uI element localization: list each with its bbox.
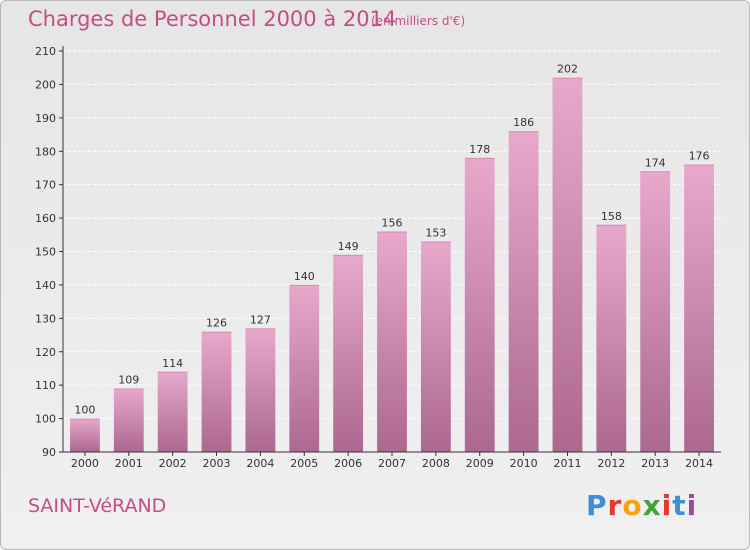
x-tick-label: 2002 xyxy=(159,457,187,470)
x-tick-label: 2006 xyxy=(334,457,362,470)
y-tick-label: 180 xyxy=(35,145,56,158)
x-tick-label: 2008 xyxy=(422,457,450,470)
bar xyxy=(289,284,320,452)
y-tick-label: 190 xyxy=(35,112,56,125)
bar xyxy=(333,254,364,452)
bar-value-label: 127 xyxy=(250,313,271,326)
x-tick-label: 2007 xyxy=(378,457,406,470)
bar xyxy=(377,231,407,452)
brand-letter: i xyxy=(686,489,698,522)
bar-value-label: 176 xyxy=(689,150,710,163)
bar-value-label: 174 xyxy=(645,156,666,169)
brand-letter: t xyxy=(672,489,687,522)
y-tick-label: 150 xyxy=(35,246,56,259)
bar-value-label: 149 xyxy=(338,240,359,253)
x-tick-label: 2012 xyxy=(597,457,625,470)
x-tick-label: 2014 xyxy=(685,457,713,470)
bar-value-label: 126 xyxy=(206,317,227,330)
brand-letter: i xyxy=(661,489,673,522)
bar-value-label: 156 xyxy=(382,216,403,229)
bar xyxy=(596,224,627,452)
bar-value-label: 109 xyxy=(118,374,139,387)
x-tick-label: 2010 xyxy=(510,457,538,470)
bar-value-label: 202 xyxy=(557,63,578,76)
y-tick-label: 200 xyxy=(35,78,56,91)
y-tick-label: 210 xyxy=(35,45,56,58)
bar xyxy=(464,157,495,452)
commune-name: SAINT-VéRAND xyxy=(28,495,167,517)
brand-letter: P xyxy=(586,489,608,522)
bar-value-label: 140 xyxy=(294,270,315,283)
y-tick-label: 160 xyxy=(35,212,56,225)
x-tick-label: 2003 xyxy=(203,457,231,470)
y-tick-label: 110 xyxy=(35,379,56,392)
y-tick-label: 140 xyxy=(35,279,56,292)
bar xyxy=(552,77,583,452)
y-tick-label: 100 xyxy=(35,413,56,426)
bar-value-label: 153 xyxy=(425,226,446,239)
x-tick-label: 2011 xyxy=(553,457,581,470)
bar xyxy=(245,328,276,452)
chart-title: Charges de Personnel 2000 à 2014 xyxy=(28,7,397,31)
bar xyxy=(684,164,714,452)
proxiti-logo[interactable]: Proxiti xyxy=(586,489,697,522)
y-tick-label: 130 xyxy=(35,312,56,325)
bar xyxy=(508,131,539,452)
bar xyxy=(201,331,232,452)
bar xyxy=(113,388,144,452)
bar xyxy=(420,241,451,452)
bar-value-label: 114 xyxy=(162,357,183,370)
x-tick-label: 2013 xyxy=(641,457,669,470)
bar xyxy=(640,171,671,453)
x-tick-label: 2005 xyxy=(290,457,318,470)
x-tick-label: 2001 xyxy=(115,457,143,470)
bar xyxy=(157,371,188,452)
brand-letter: o xyxy=(622,489,643,522)
bar xyxy=(70,418,100,452)
x-tick-label: 2000 xyxy=(71,457,99,470)
bar-value-label: 178 xyxy=(469,143,490,156)
y-tick-label: 170 xyxy=(35,179,56,192)
brand-letter: x xyxy=(642,489,662,522)
chart-subtitle: (en milliers d'€) xyxy=(371,14,466,28)
bar-value-label: 100 xyxy=(74,404,95,417)
brand-letter: r xyxy=(607,489,623,522)
y-tick-label: 90 xyxy=(42,446,56,459)
x-tick-label: 2004 xyxy=(246,457,274,470)
bar-value-label: 186 xyxy=(513,116,534,129)
x-tick-label: 2009 xyxy=(466,457,494,470)
y-tick-label: 120 xyxy=(35,346,56,359)
bar-value-label: 158 xyxy=(601,210,622,223)
